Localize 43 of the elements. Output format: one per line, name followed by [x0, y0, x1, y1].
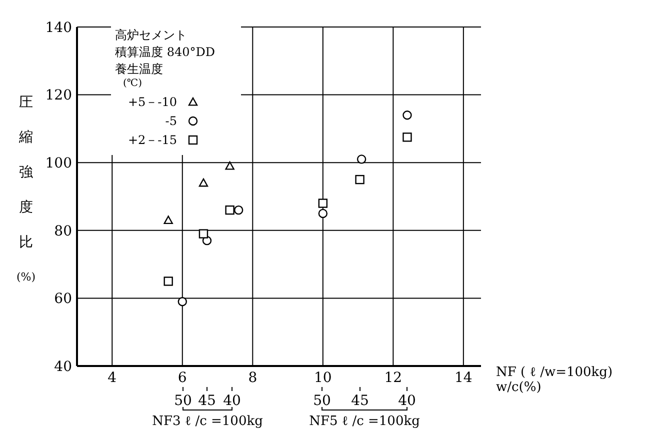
y-tick-label: 60: [54, 291, 72, 308]
x-tick-label: 4: [108, 370, 117, 386]
legend-label: -5: [165, 114, 177, 128]
point: [198, 178, 208, 187]
point: [164, 276, 173, 286]
y-tick-label: 140: [45, 20, 72, 36]
x2-axis-title: w/c(%): [496, 380, 542, 395]
point: [234, 205, 244, 215]
text: 40: [398, 393, 416, 409]
y-tick-label: 80: [54, 223, 72, 240]
legend-label: +2－-15: [128, 133, 177, 147]
x-tick-label: 14: [454, 370, 472, 386]
point: [318, 198, 328, 208]
text: 45: [351, 393, 369, 409]
text: 50: [313, 393, 331, 409]
text: 50: [174, 393, 192, 409]
x-axis-title: NF ( ℓ /w=100kg): [496, 365, 613, 380]
legend-label: +5－-10: [128, 95, 177, 109]
point: [178, 296, 187, 306]
y-tick-label: 40: [54, 358, 72, 375]
annotation: 高炉セメント: [115, 28, 187, 42]
text: NF5 ℓ /c =100kg: [309, 414, 420, 429]
point: [402, 110, 412, 120]
x-tick-label: 12: [384, 370, 402, 386]
point: [225, 205, 234, 215]
x-tick-label: 10: [314, 370, 332, 386]
text: 圧縮強度比 (%): [16, 94, 36, 284]
point: [355, 174, 364, 184]
point: [198, 229, 208, 238]
y-tick-label: 120: [45, 88, 72, 104]
y-tick-label: 100: [45, 156, 72, 172]
legend-title: 養生温度 (℃): [115, 62, 163, 89]
annotation: 積算温度 840°DD: [115, 45, 215, 59]
point: [356, 154, 366, 164]
x-tick-label: 6: [178, 370, 187, 386]
point: [225, 161, 234, 170]
text: 45: [198, 393, 216, 409]
point: [164, 216, 173, 224]
text: NF3 ℓ /c =100kg: [152, 414, 263, 429]
x-tick-label: 8: [248, 370, 258, 386]
point: [318, 208, 328, 218]
point: [402, 132, 412, 142]
text: 40: [223, 393, 241, 409]
